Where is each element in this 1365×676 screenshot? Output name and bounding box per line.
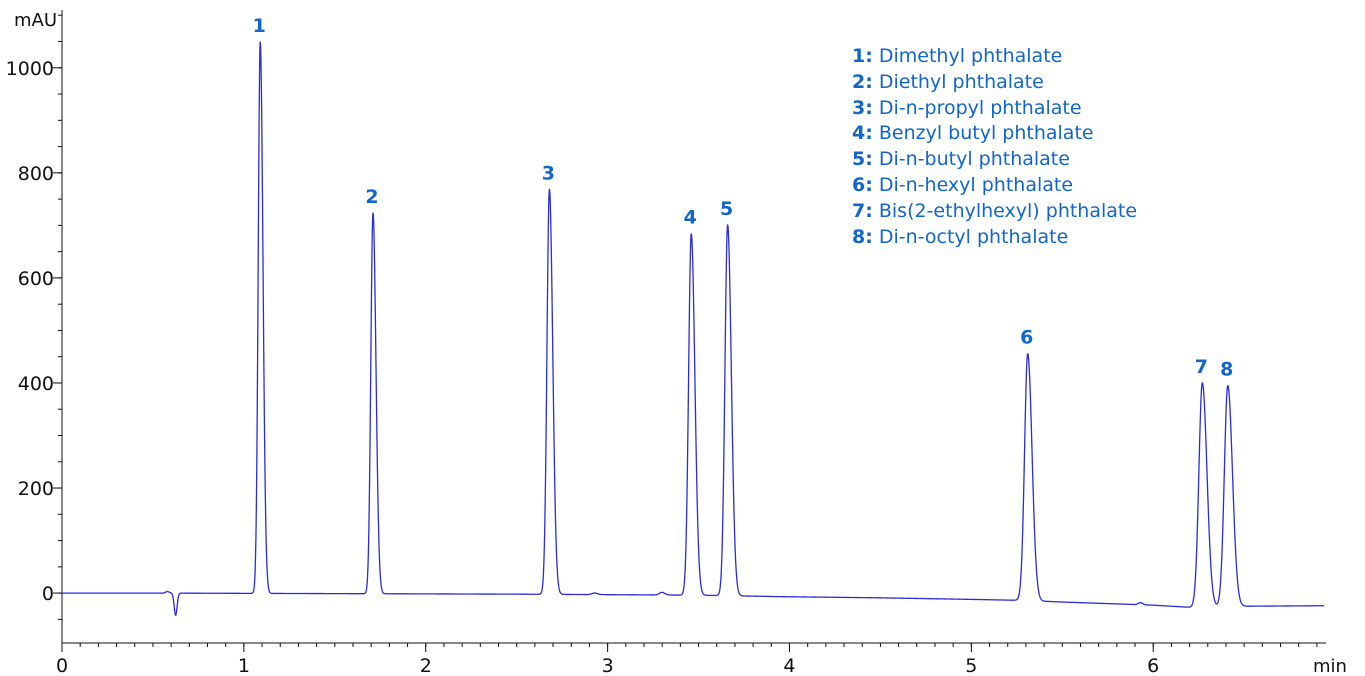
- x-tick-label: 5: [965, 655, 977, 676]
- legend-item-number: 5:: [852, 148, 873, 171]
- y-tick-label: 800: [18, 163, 54, 185]
- legend-item-label: Di-n-butyl phthalate: [872, 148, 1070, 171]
- x-tick-label: 4: [783, 655, 795, 676]
- legend-item-number: 4:: [852, 122, 873, 145]
- legend-item-number: 3:: [852, 96, 873, 119]
- legend-item: 1: Dimethyl phthalate: [852, 44, 1137, 70]
- legend-item: 2: Diethyl phthalate: [852, 70, 1137, 96]
- y-tick-label: 400: [18, 373, 54, 395]
- legend-item-label: Di-n-octyl phthalate: [872, 225, 1069, 248]
- x-tick-label: 1: [238, 655, 250, 676]
- legend-item-number: 1:: [852, 45, 873, 67]
- legend-item: 4: Benzyl butyl phthalate: [852, 121, 1137, 147]
- peak-label-4: 4: [684, 207, 697, 229]
- peak-label-6: 6: [1020, 327, 1033, 349]
- legend-item-label: Di-n-propyl phthalate: [872, 96, 1082, 119]
- peak-label-2: 2: [365, 186, 378, 208]
- x-tick-label: 2: [420, 655, 432, 676]
- y-tick-label: 1000: [6, 58, 54, 80]
- peak-label-3: 3: [542, 162, 555, 184]
- x-axis-label: min: [1313, 656, 1347, 676]
- y-axis-label: mAU: [14, 10, 57, 31]
- legend-item: 7: Bis(2-ethylhexyl) phthalate: [852, 199, 1137, 225]
- legend-item: 8: Di-n-octyl phthalate: [852, 225, 1137, 251]
- axes: [61, 10, 1326, 644]
- peak-label-8: 8: [1220, 359, 1233, 381]
- legend-item-number: 7:: [852, 199, 873, 222]
- peak-label-7: 7: [1195, 356, 1208, 378]
- chromatogram-trace: [61, 41, 1325, 616]
- legend-item-label: Benzyl butyl phthalate: [872, 122, 1094, 145]
- legend-item-number: 8:: [852, 225, 873, 248]
- legend-item: 5: Di-n-butyl phthalate: [852, 147, 1137, 173]
- legend-item-number: 2:: [852, 70, 873, 93]
- legend-item-label: Di-n-hexyl phthalate: [872, 173, 1074, 196]
- ticks: 0 1 2 3 4 5 6 0 200 400 600 800 1000: [6, 14, 1318, 676]
- legend-item-number: 6:: [852, 173, 873, 196]
- x-tick-label: 3: [602, 655, 614, 676]
- legend-item: 3: Di-n-propyl phthalate: [852, 96, 1137, 122]
- x-tick-label: 6: [1147, 655, 1159, 676]
- x-tick-label: 0: [56, 655, 68, 676]
- legend-item-label: Bis(2-ethylhexyl) phthalate: [872, 199, 1138, 222]
- y-tick-label: 0: [42, 583, 54, 605]
- legend: 1: Dimethyl phthalate 2: Diethyl phthalat…: [852, 44, 1137, 250]
- y-tick-label: 200: [18, 478, 54, 500]
- legend-item-label: Diethyl phthalate: [872, 70, 1044, 93]
- y-tick-label: 600: [18, 268, 54, 290]
- peak-label-5: 5: [720, 198, 733, 220]
- peak-labels: 1 2 3 4 5 6 7 8: [253, 15, 1234, 381]
- peak-label-1: 1: [253, 15, 266, 37]
- legend-item: 6: Di-n-hexyl phthalate: [852, 173, 1137, 199]
- legend-item-label: Dimethyl phthalate: [872, 45, 1063, 67]
